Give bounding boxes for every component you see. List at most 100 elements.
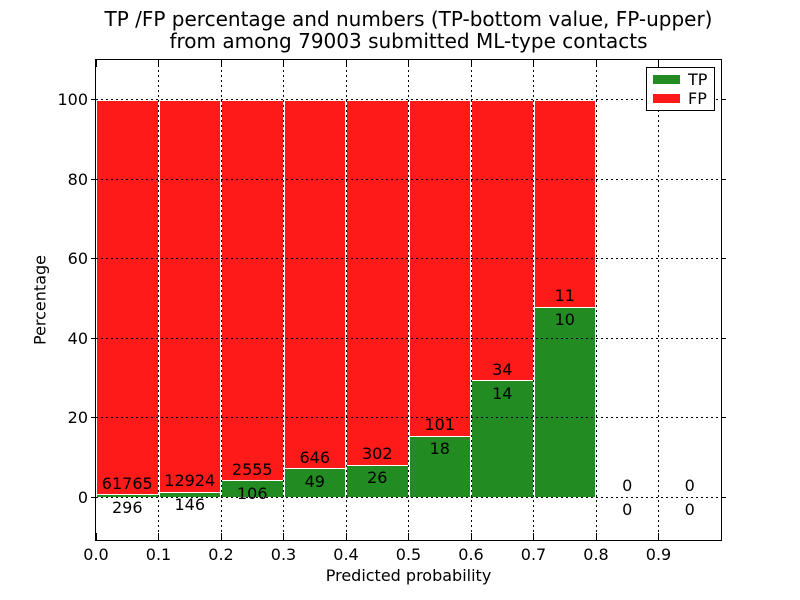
bar-edge-top (408, 99, 471, 101)
v-gridline (345, 60, 347, 540)
v-gridline (220, 60, 222, 540)
fp-count-label: 101 (424, 415, 456, 435)
y-tick-right (721, 337, 726, 339)
x-tick-bottom (220, 533, 222, 540)
fp-legend-swatch (653, 93, 680, 103)
v-gridline (470, 60, 472, 540)
y-tick-right (721, 178, 726, 180)
fp-bar-segment (96, 99, 159, 496)
v-gridline (283, 60, 284, 540)
x-tick-bottom (595, 533, 597, 540)
tp-count-label: 18 (429, 439, 450, 459)
bar-edge-left (533, 99, 535, 498)
chart-title: TP /FP percentage and numbers (TP-bottom… (95, 8, 722, 52)
x-tick-bottom (658, 533, 659, 540)
x-tick-label: 0.3 (270, 545, 297, 564)
y-tick-label: 80 (67, 169, 88, 189)
h-gridline (96, 337, 721, 339)
fp-count-label: 0 (622, 475, 633, 495)
y-tick-right (721, 99, 726, 101)
v-gridline (408, 60, 409, 540)
fp-count-label: 11 (554, 286, 575, 306)
h-gridline (96, 258, 721, 260)
legend: TP FP (646, 67, 715, 111)
fp-count-label: 646 (299, 447, 331, 467)
v-gridline (595, 60, 597, 540)
tp-bar-segment (96, 495, 159, 498)
x-tick-label: 0.5 (395, 545, 422, 564)
tp-bar-segment (283, 469, 346, 498)
bar-edge-left (408, 99, 410, 498)
fp-count-label: 302 (361, 444, 393, 464)
bar-divider (471, 380, 534, 382)
y-tick-label: 20 (67, 408, 88, 428)
x-tick-top (345, 60, 347, 67)
fp-bar-segment (346, 99, 409, 466)
bar-edge-top (283, 99, 346, 101)
fp-count-label: 2555 (231, 459, 273, 479)
x-tick-label: 0.8 (583, 545, 609, 564)
tp-bar-segment (346, 465, 409, 498)
bar-edge-top (471, 99, 534, 101)
bar-edge-left (283, 99, 285, 498)
legend-entry-fp: FP (653, 90, 708, 107)
tp-count-label: 10 (554, 310, 575, 330)
tp-count-label: 0 (622, 499, 633, 519)
fp-bar-segment (471, 99, 534, 382)
v-gridline (658, 60, 659, 540)
chart-title-line-1: TP /FP percentage and numbers (TP-bottom… (104, 7, 713, 31)
legend-entry-tp: TP (653, 71, 708, 88)
bar-divider (96, 494, 159, 496)
v-gridline (158, 60, 159, 540)
x-tick-top (95, 60, 97, 67)
tp-count-label: 49 (304, 471, 325, 491)
fp-bar-segment (221, 99, 284, 482)
fp-bar-segment (283, 99, 346, 470)
x-tick-top (408, 60, 409, 67)
x-tick-label: 0.7 (520, 545, 547, 564)
bar-edge-left (96, 99, 97, 498)
bar-divider (221, 480, 284, 482)
h-gridline (96, 496, 721, 498)
fp-count-label: 0 (684, 475, 695, 495)
bar-edge-top (533, 99, 596, 101)
x-tick-label: 0.4 (333, 545, 359, 564)
bar-divider (533, 306, 596, 308)
y-tick-label: 100 (57, 90, 88, 110)
plot-area: TP FP 61765 296 12924 146 2555 106 646 49 302 26 1… (91, 59, 726, 541)
tp-count-label: 296 (111, 497, 143, 517)
tp-bar-segment (221, 481, 284, 498)
fp-bar-segment (533, 99, 596, 308)
x-tick-bottom (470, 533, 472, 540)
y-tick-label: 40 (67, 328, 88, 348)
x-tick-top (470, 60, 472, 67)
y-tick-left (91, 178, 96, 180)
h-gridline (96, 178, 721, 180)
x-tick-label: 0.2 (208, 545, 234, 564)
y-tick-left (91, 337, 96, 339)
fp-count-label: 12924 (164, 471, 216, 491)
tp-count-label: 146 (174, 495, 206, 515)
tp-legend-label: TP (688, 70, 708, 90)
bar-divider (158, 491, 221, 493)
tp-bar-segment (408, 436, 471, 498)
bar-edge-top (96, 99, 159, 101)
x-tick-bottom (158, 533, 159, 540)
x-tick-top (158, 60, 159, 67)
bar-edge-top (158, 99, 221, 101)
x-tick-top (595, 60, 597, 67)
h-gridline (96, 417, 721, 419)
x-tick-top (283, 60, 284, 67)
fp-count-label: 34 (492, 359, 513, 379)
y-tick-right (721, 417, 726, 419)
y-tick-label: 60 (67, 249, 88, 269)
y-tick-left (91, 258, 96, 260)
fp-bar-segment (408, 99, 471, 437)
x-tick-label: 0.6 (458, 545, 484, 564)
x-axis-label: Predicted probability (325, 566, 492, 585)
x-tick-top (658, 60, 659, 67)
x-tick-bottom (533, 533, 534, 540)
bar-edge-top (221, 99, 284, 101)
y-tick-label: 0 (77, 487, 88, 507)
